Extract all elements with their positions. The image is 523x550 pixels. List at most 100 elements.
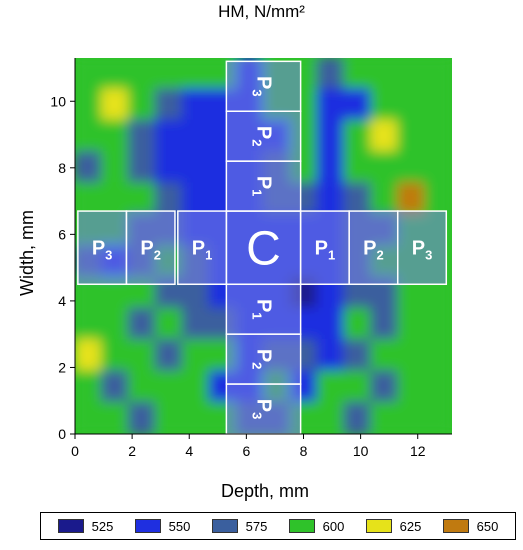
heatmap-cell	[343, 88, 373, 122]
heatmap-cell	[397, 339, 427, 373]
heatmap-cell	[75, 58, 103, 91]
color-legend: 525 550 575 600 625 650	[40, 512, 516, 540]
heatmap-cell	[343, 182, 373, 216]
x-tick-label: 0	[71, 443, 79, 459]
heatmap-cell	[154, 151, 184, 185]
legend-item: 650	[442, 519, 498, 534]
zone-box-p1	[225, 283, 302, 335]
heatmap-cell	[100, 401, 130, 434]
legend-label: 525	[91, 518, 114, 534]
y-tick-label: 8	[58, 160, 66, 176]
heatmap-cell	[316, 88, 346, 122]
heatmap-cell	[316, 307, 346, 341]
zone-box-p3	[225, 383, 302, 435]
heatmap-cell	[343, 370, 373, 404]
heatmap-cell	[397, 58, 427, 91]
zone-label-p2: P2	[250, 126, 275, 147]
legend-swatch	[365, 519, 392, 533]
heatmap-cell	[343, 58, 373, 91]
heatmap-cell	[75, 339, 103, 373]
heatmap-cell	[127, 119, 157, 153]
heatmap-cell	[127, 370, 157, 404]
heatmap-chart: C P1 P2 P3 P1 P2 P3 P1 P2 P3 P1 P2 P3 0 2 4 6 8 10 12 0 2 4 6 8…	[17, 58, 452, 501]
heatmap-cell	[343, 119, 373, 153]
heatmap-cell	[343, 401, 373, 434]
legend-item: 550	[134, 518, 191, 534]
heatmap-cell	[181, 58, 211, 91]
zone-box-p1	[177, 210, 228, 286]
heatmap-cell	[127, 401, 157, 434]
heatmap-cell	[127, 88, 157, 122]
heatmap-cell	[316, 58, 346, 91]
legend-item: 525	[57, 518, 114, 534]
heatmap-cell	[154, 307, 184, 341]
heatmap-cell	[75, 307, 103, 341]
heatmap-cell	[316, 339, 346, 373]
heatmap-cell	[181, 370, 211, 404]
zone-box-p3	[77, 210, 128, 286]
axes: 0 2 4 6 8 10 12 0 2 4 6 8 10	[50, 58, 452, 459]
heatmap-cell	[370, 370, 400, 404]
heatmap-cell	[397, 401, 427, 434]
heatmap-cell	[154, 88, 184, 122]
zone-box-p1	[299, 210, 350, 286]
y-axis-title: Width, mm	[17, 210, 37, 296]
heatmap-cell	[154, 370, 184, 404]
heatmap-cell	[370, 151, 400, 185]
zone-label-p1: P1	[250, 299, 275, 320]
zone-box-p2	[225, 110, 302, 162]
heatmap-cell	[181, 119, 211, 153]
heatmap-cell	[100, 182, 130, 216]
heatmap-cell	[75, 119, 103, 153]
heatmap-cell	[424, 119, 452, 153]
heatmap-cell	[397, 370, 427, 404]
heatmap-cell	[181, 307, 211, 341]
zone-box-p3	[396, 210, 448, 286]
zone-label-c: C	[246, 223, 281, 276]
legend-item: 625	[365, 518, 422, 534]
sample-zones: C P1 P2 P3 P1 P2 P3 P1 P2 P3 P1 P2 P3	[77, 60, 448, 435]
heatmap-cell	[370, 339, 400, 373]
heatmap-cell	[75, 88, 103, 122]
heatmap-cell	[154, 401, 184, 434]
heatmap-cell	[154, 182, 184, 216]
zone-box-p2	[125, 210, 176, 286]
legend-label: 625	[399, 518, 422, 534]
y-tick-label: 0	[58, 426, 66, 442]
zone-label-p3: P3	[92, 238, 113, 263]
y-tick-label: 2	[58, 359, 66, 375]
zone-label-p1: P1	[192, 238, 213, 263]
heatmap-cell	[424, 58, 452, 91]
zone-box-p1	[225, 160, 302, 212]
heatmap-cell	[100, 58, 130, 91]
heatmap-cell	[397, 88, 427, 122]
legend-label: 575	[245, 518, 268, 534]
heatmap-cell	[100, 88, 130, 122]
heatmap-cell	[424, 182, 452, 216]
heatmap-cell	[316, 182, 346, 216]
x-tick-label: 6	[242, 443, 250, 459]
y-tick-label: 10	[50, 93, 66, 109]
heatmap-cell	[181, 401, 211, 434]
legend-label: 550	[168, 518, 191, 534]
x-tick-label: 4	[185, 443, 193, 459]
heatmap-cell	[154, 58, 184, 91]
legend-swatch	[288, 519, 315, 533]
x-tick-label: 8	[300, 443, 308, 459]
heatmap-cell	[397, 119, 427, 153]
heatmap-cell	[127, 151, 157, 185]
zone-label-p3: P3	[250, 76, 275, 97]
heatmap-cell	[75, 182, 103, 216]
heatmap-cell	[370, 58, 400, 91]
heatmap-cell	[75, 151, 103, 185]
heatmap-cell	[100, 307, 130, 341]
heatmap-cell	[181, 339, 211, 373]
heatmap-cell	[127, 58, 157, 91]
legend-swatch	[442, 519, 469, 533]
heatmap-cell	[181, 88, 211, 122]
heatmap-cell	[370, 401, 400, 434]
heatmap-cell	[424, 88, 452, 122]
zone-label-p2: P2	[250, 349, 275, 370]
heatmap-cell	[370, 307, 400, 341]
heatmap-cell	[424, 339, 452, 373]
